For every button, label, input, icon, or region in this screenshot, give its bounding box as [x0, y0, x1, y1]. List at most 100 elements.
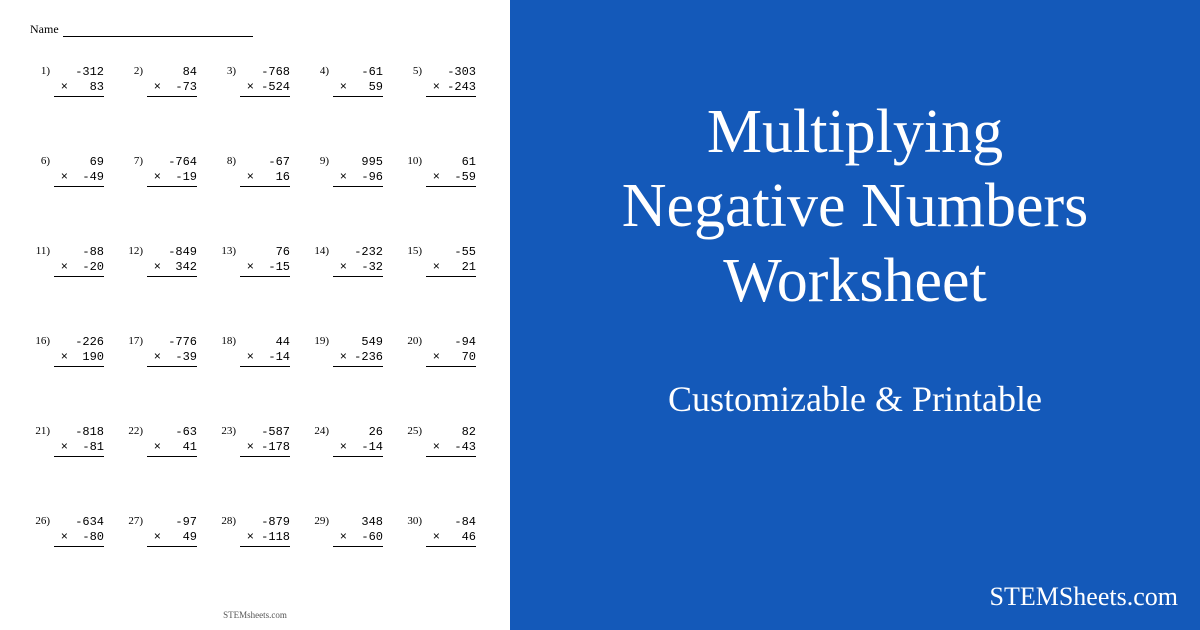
subtitle: Customizable & Printable	[668, 378, 1042, 420]
problem-body: 84× -73	[147, 65, 197, 97]
title-line-1: Multiplying	[707, 98, 1003, 166]
multiplier-row: × -14	[333, 440, 383, 457]
multiplicand: -849	[147, 245, 197, 260]
problem-body: 82× -43	[426, 425, 476, 457]
problem-body: 348× -60	[333, 515, 383, 547]
multiplier-row: × 70	[426, 350, 476, 367]
multiplicand: 82	[426, 425, 476, 440]
multiplicand: -312	[54, 65, 104, 80]
problem-body: -97× 49	[147, 515, 197, 547]
multiplicand: -63	[147, 425, 197, 440]
problem-number: 2)	[123, 65, 143, 79]
multiplier-row: × 41	[147, 440, 197, 457]
multiplicand: -232	[333, 245, 383, 260]
multiplication-problem: 25) 82× -43	[402, 425, 485, 457]
problem-body: -776× -39	[147, 335, 197, 367]
multiplier-row: × -178	[240, 440, 290, 457]
problem-body: 69× -49	[54, 155, 104, 187]
multiplication-problem: 5)-303× -243	[402, 65, 485, 97]
multiplicand: 69	[54, 155, 104, 170]
problem-number: 1)	[30, 65, 50, 79]
multiplication-problem: 8) -67× 16	[216, 155, 299, 187]
problem-number: 15)	[402, 245, 422, 259]
problem-body: -226× 190	[54, 335, 104, 367]
problem-body: -818× -81	[54, 425, 104, 457]
multiplication-problem: 3)-768× -524	[216, 65, 299, 97]
problem-body: -849× 342	[147, 245, 197, 277]
problem-number: 13)	[216, 245, 236, 259]
multiplication-problem: 20)-94× 70	[402, 335, 485, 367]
multiplication-problem: 6)69× -49	[30, 155, 113, 187]
brand-label: STEMSheets.com	[990, 582, 1179, 612]
multiplication-problem: 17)-776× -39	[123, 335, 206, 367]
multiplication-problem: 7)-764× -19	[123, 155, 206, 187]
multiplier-row: × 342	[147, 260, 197, 277]
multiplicand: -879	[240, 515, 290, 530]
multiplier-row: × -59	[426, 170, 476, 187]
multiplicand: -768	[240, 65, 290, 80]
problem-body: -768× -524	[240, 65, 290, 97]
multiplicand: -634	[54, 515, 104, 530]
multiplicand: 549	[333, 335, 383, 350]
multiplication-problem: 12) -849× 342	[123, 245, 206, 277]
multiplication-problem: 13)76× -15	[216, 245, 299, 277]
multiplication-problem: 14)-232× -32	[309, 245, 392, 277]
multiplier-row: × -43	[426, 440, 476, 457]
multiplicand: -776	[147, 335, 197, 350]
multiplication-problem: 1) -312× 83	[30, 65, 113, 97]
multiplicand: -226	[54, 335, 104, 350]
problem-number: 8)	[216, 155, 236, 169]
multiplication-problem: 21) -818× -81	[30, 425, 113, 457]
multiplicand: -94	[426, 335, 476, 350]
problem-number: 12)	[123, 245, 143, 259]
multiplication-problem: 9)995× -96	[309, 155, 392, 187]
problem-body: -67× 16	[240, 155, 290, 187]
multiplicand: -587	[240, 425, 290, 440]
multiplicand: 995	[333, 155, 383, 170]
problem-body: -303× -243	[426, 65, 476, 97]
problem-body: -88× -20	[54, 245, 104, 277]
multiplier-row: × 83	[54, 80, 104, 97]
multiplier-row: × -19	[147, 170, 197, 187]
multiplicand: -84	[426, 515, 476, 530]
problem-number: 18)	[216, 335, 236, 349]
problem-body: 26× -14	[333, 425, 383, 457]
multiplier-row: × -524	[240, 80, 290, 97]
multiplier-row: × -80	[54, 530, 104, 547]
main-title: Multiplying Negative Numbers Worksheet	[622, 95, 1089, 318]
multiplier-row: × -236	[333, 350, 383, 367]
problem-body: -232× -32	[333, 245, 383, 277]
problem-number: 10)	[402, 155, 422, 169]
multiplication-problem: 30)-84× 46	[402, 515, 485, 547]
multiplier-row: × -49	[54, 170, 104, 187]
multiplication-problem: 28) -879× -118	[216, 515, 299, 547]
multiplier-row: × -118	[240, 530, 290, 547]
problem-number: 16)	[30, 335, 50, 349]
multiplier-row: × 190	[54, 350, 104, 367]
multiplicand: -818	[54, 425, 104, 440]
name-blank-line	[63, 25, 253, 37]
problem-body: -63× 41	[147, 425, 197, 457]
problem-number: 4)	[309, 65, 329, 79]
multiplication-problem: 19)549× -236	[309, 335, 392, 367]
multiplicand: -55	[426, 245, 476, 260]
problem-number: 28)	[216, 515, 236, 529]
problem-number: 21)	[30, 425, 50, 439]
multiplication-problem: 23) -587× -178	[216, 425, 299, 457]
multiplication-problem: 11)-88× -20	[30, 245, 113, 277]
multiplier-row: × 59	[333, 80, 383, 97]
problem-number: 25)	[402, 425, 422, 439]
problem-number: 9)	[309, 155, 329, 169]
multiplier-row: × 16	[240, 170, 290, 187]
multiplication-problem: 18)44× -14	[216, 335, 299, 367]
multiplication-problem: 2) 84× -73	[123, 65, 206, 97]
multiplication-problem: 29)348× -60	[309, 515, 392, 547]
problem-number: 30)	[402, 515, 422, 529]
problem-body: -634× -80	[54, 515, 104, 547]
multiplication-problem: 24)26× -14	[309, 425, 392, 457]
multiplier-row: × -39	[147, 350, 197, 367]
problem-number: 23)	[216, 425, 236, 439]
problems-grid: 1)-312× 832)84× -733)-768× -5244)-61× 59…	[30, 65, 485, 547]
problem-number: 22)	[123, 425, 143, 439]
name-field-row: Name	[30, 22, 485, 37]
